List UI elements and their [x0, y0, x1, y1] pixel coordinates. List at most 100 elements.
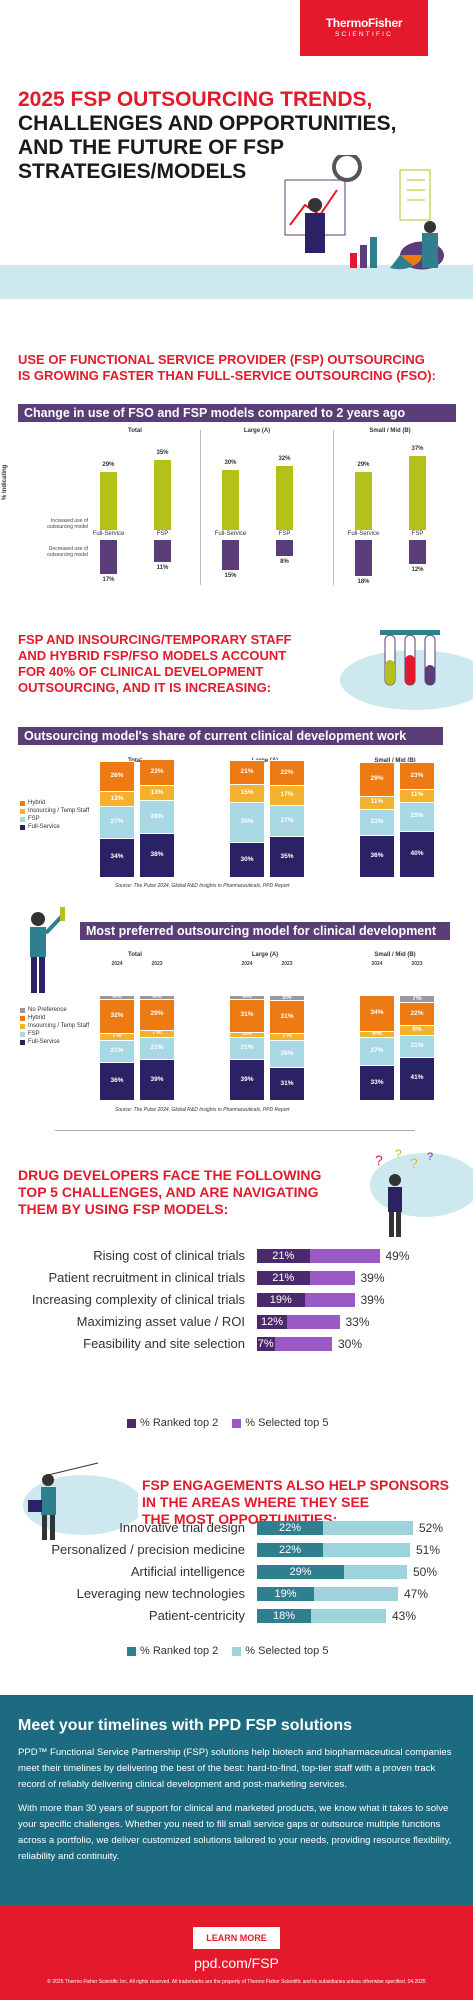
s2-seg-value-0-1-1: 28%: [150, 812, 164, 820]
s3-seg-1-1-4: [270, 995, 304, 1001]
s1-inc-value-2-0: 29%: [357, 462, 370, 468]
s3-year-0-0: 2024: [111, 961, 123, 967]
section2-source: Source: The Pulse 2024, Global R&D Insig…: [115, 883, 290, 889]
section2-legend: Hybrid Insourcing / Temp Staff FSP Full-Ser…: [20, 800, 89, 832]
s2-seg-1-0-0: [230, 842, 264, 877]
s3-seg-value-0-0-2: 7%: [112, 1032, 122, 1040]
s5-value-top5-4: 43%: [392, 1609, 417, 1623]
s3-seg-value-1-1-4: 5%: [282, 993, 292, 1001]
s2-legend-label-1: Insourcing / Temp Staff: [28, 808, 90, 814]
s3-year-2-0: 2024: [371, 961, 383, 967]
s3-seg-value-0-1-0: 39%: [150, 1075, 164, 1083]
section2-heading-line3: FOR 40% OF CLINICAL DEVELOPMENT: [18, 664, 264, 679]
s3-seg-value-2-1-3: 22%: [410, 1009, 424, 1017]
s3-seg-1-0-1: [230, 1037, 264, 1060]
s1-inc-bar-0-1: [154, 460, 171, 530]
s3-seg-value-0-0-1: 21%: [110, 1047, 124, 1055]
s3-seg-value-1-1-1: 26%: [280, 1049, 294, 1057]
s2-seg-value-2-1-0: 40%: [410, 849, 424, 857]
s3-seg-value-1-0-1: 21%: [240, 1044, 254, 1052]
learn-more-button[interactable]: LEARN MORE: [193, 1927, 280, 1949]
footer-copyright: © 2025 Thermo Fisher Scientific Inc. All…: [47, 1979, 426, 1985]
s1-dec-value-2-0: 18%: [357, 579, 370, 585]
s1-dec-bar-1-1: [276, 540, 293, 556]
s5-row-label-3: Leveraging new technologies: [76, 1586, 245, 1601]
s4-bar-top2-1: [257, 1271, 310, 1285]
s3-legend-label-1: Hybrid: [28, 1015, 46, 1021]
section2-heading-line4: OUTSOURCING, AND IT IS INCREASING:: [18, 680, 272, 695]
section3-banner: Most preferred outsourcing model for cli…: [80, 922, 450, 940]
s3-seg-1-0-4: [230, 995, 264, 1000]
s3-seg-value-2-0-3: 34%: [370, 1008, 384, 1016]
thermo-fisher-logo[interactable]: ThermoFisher SCIENTIFIC: [300, 0, 428, 56]
s3-legend-swatch-3: [20, 1031, 25, 1037]
s5-bar-top2-1: [257, 1543, 323, 1557]
footer: LEARN MORE ppd.com/FSP © 2025 Thermo Fis…: [0, 1905, 473, 2000]
s5-value-top5-0: 52%: [419, 1521, 444, 1535]
s3-seg-0-0-2: [100, 1032, 134, 1041]
s3-seg-value-0-1-1: 21%: [150, 1044, 164, 1052]
s3-seg-value-2-1-0: 41%: [410, 1074, 424, 1082]
s3-seg-0-1-3: [140, 999, 174, 1030]
s3-seg-2-1-3: [400, 1002, 434, 1026]
s3-seg-1-1-0: [270, 1067, 304, 1100]
s2-seg-value-1-1-1: 27%: [280, 816, 294, 824]
s5-value-top5-2: 50%: [413, 1565, 438, 1579]
legend5-top2-swatch: [127, 1646, 136, 1656]
s3-seg-0-1-1: [140, 1037, 174, 1060]
s3-legend-item-2: Insourcing / Temp Staff: [20, 1023, 89, 1029]
section1-banner: Change in use of FSO and FSP models comp…: [18, 404, 456, 422]
s3-seg-value-2-0-0: 33%: [370, 1078, 384, 1086]
s1-dec-value-1-1: 8%: [280, 559, 289, 565]
section5-heading-line1: FSP ENGAGEMENTS ALSO HELP SPONSORS: [142, 1477, 450, 1493]
svg-text:?: ?: [395, 1147, 402, 1161]
s5-row-label-2: Artificial intelligence: [130, 1564, 245, 1579]
s3-seg-value-0-1-4: 4%: [152, 993, 162, 1001]
s2-legend-item-2: FSP: [20, 816, 89, 822]
s2-seg-2-0-0: [360, 835, 394, 877]
s1-dec-bar-0-1: [154, 540, 171, 562]
s3-seg-value-0-1-3: 29%: [150, 1010, 164, 1018]
row-increased-label: Increased use of outsourcing model: [47, 518, 88, 530]
legend5-top2-label: % Ranked top 2: [140, 1645, 219, 1657]
s3-seg-1-1-2: [270, 1032, 304, 1041]
section1-heading-line1: USE OF FUNCTIONAL SERVICE PROVIDER (FSP)…: [18, 352, 425, 367]
s4-value-top5-4: 30%: [338, 1337, 363, 1351]
section2-heading-line2: AND HYBRID FSP/FSO MODELS ACCOUNT: [18, 648, 287, 663]
s3-year-2-1: 2023: [411, 961, 423, 967]
s4-bar-top5-4: [257, 1337, 332, 1351]
s1-inc-bar-2-1: [409, 456, 426, 530]
s2-seg-0-0-2: [100, 791, 134, 807]
s2-seg-value-1-0-0: 30%: [240, 855, 254, 863]
s3-seg-value-1-0-2: 5%: [242, 1030, 252, 1038]
s2-seg-value-0-0-1: 27%: [110, 817, 124, 825]
s2-seg-2-0-2: [360, 795, 394, 809]
s1-cat-label-1-0: Full-Service: [214, 531, 247, 537]
s4-value-top2-2: 19%: [269, 1294, 292, 1306]
hero-title-line4: STRATEGIES/MODELS: [18, 160, 247, 183]
s3-group-title-2: Small / Mid (B): [374, 952, 416, 958]
footer-url[interactable]: ppd.com/FSP: [194, 1955, 279, 1971]
s1-inc-bar-0-0: [100, 472, 117, 530]
s3-legend-label-3: FSP: [28, 1031, 40, 1037]
section4-heading: DRUG DEVELOPERS FACE THE FOLLOWING TOP 5…: [18, 1167, 321, 1218]
s3-seg-value-0-0-3: 32%: [110, 1012, 124, 1019]
s1-dec-value-1-0: 15%: [224, 573, 237, 579]
s2-legend-item-3: Full-Service: [20, 824, 89, 830]
section2-heading-line1: FSP AND INSOURCING/TEMPORARY STAFF: [18, 632, 292, 647]
s1-inc-bar-1-1: [276, 466, 293, 530]
s1-dec-value-2-1: 12%: [411, 567, 424, 573]
s1-inc-bar-1-0: [222, 470, 239, 530]
s4-row-label-3: Maximizing asset value / ROI: [76, 1314, 245, 1329]
legend-top2-swatch: [127, 1418, 136, 1428]
legend-top2: % Ranked top 2: [127, 1417, 218, 1429]
s3-seg-1-1-3: [270, 1000, 304, 1033]
s2-seg-value-2-1-1: 25%: [410, 812, 424, 820]
s3-seg-value-1-0-3: 31%: [240, 1011, 254, 1019]
s1-dec-bar-2-1: [409, 540, 426, 564]
s1-inc-value-1-1: 32%: [278, 456, 291, 462]
section4-legend: % Ranked top 2 % Selected top 5: [127, 1417, 328, 1429]
s4-bar-top2-4: [257, 1337, 275, 1351]
s1-dec-bar-0-0: [100, 540, 117, 574]
s2-seg-value-0-1-2: 13%: [150, 788, 164, 796]
